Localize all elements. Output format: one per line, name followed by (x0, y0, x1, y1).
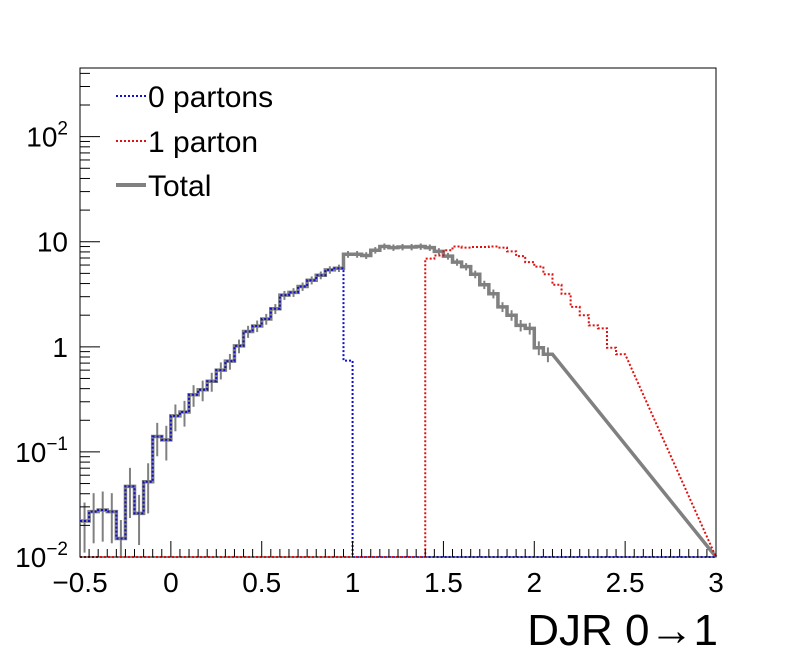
y-tick-label: 102 (26, 119, 68, 153)
x-tick-label: 2 (526, 567, 542, 598)
y-axis: 10−2 10−1 1 10 102 (15, 72, 100, 573)
x-tick-label: 3 (708, 567, 724, 598)
x-tick-label: 1.5 (424, 567, 463, 598)
series-1-parton-line (80, 245, 717, 558)
legend-label: 0 partons (148, 81, 273, 114)
x-tick-label: 0.5 (242, 567, 281, 598)
x-tick-label: 1 (345, 567, 361, 598)
y-tick-label: 10 (37, 227, 68, 258)
x-tick-label: −0.5 (52, 567, 107, 598)
legend: 0 partons 1 parton Total (116, 81, 273, 203)
series-total-line (80, 244, 718, 559)
legend-label: Total (148, 170, 211, 203)
x-axis-title: DJR 0→1 (527, 606, 718, 655)
legend-label: 1 parton (148, 126, 258, 159)
y-tick-label: 10−2 (15, 539, 68, 573)
y-tick-label: 1 (52, 332, 68, 363)
x-tick-label: 0 (163, 567, 179, 598)
x-tick-label: 2.5 (606, 567, 645, 598)
x-axis: −0.5 0 0.5 1 1.5 2 2.5 3 (52, 541, 724, 598)
y-tick-label: 10−1 (15, 434, 68, 468)
